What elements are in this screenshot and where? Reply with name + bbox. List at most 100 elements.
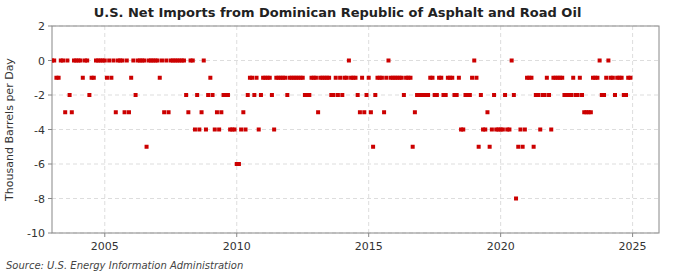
point (613, 93, 617, 97)
point (334, 76, 338, 80)
point (345, 76, 349, 80)
point (474, 76, 478, 80)
point (521, 145, 525, 149)
y-tick-label: -4 (34, 124, 45, 137)
point (338, 76, 342, 80)
x-tick (368, 233, 369, 237)
point (507, 128, 511, 132)
point (127, 110, 131, 114)
point (373, 93, 377, 97)
point (523, 128, 527, 132)
point (191, 59, 195, 63)
y-tick (48, 26, 52, 27)
point (65, 59, 69, 63)
point (512, 93, 516, 97)
y-tick-label: 2 (38, 20, 45, 33)
point (483, 128, 487, 132)
point (226, 93, 230, 97)
point (516, 145, 520, 149)
point (430, 76, 434, 80)
point (371, 145, 375, 149)
y-grid-line (52, 164, 659, 165)
point (624, 93, 628, 97)
point (233, 128, 237, 132)
point (340, 93, 344, 97)
point (332, 93, 336, 97)
point (529, 76, 533, 80)
point (283, 76, 287, 80)
point (470, 76, 474, 80)
point (457, 76, 461, 80)
x-tick-label: 2020 (487, 240, 515, 253)
point (57, 76, 61, 80)
grid (52, 26, 659, 233)
point (211, 93, 215, 97)
point (316, 110, 320, 114)
point (61, 59, 65, 63)
x-grid-line (104, 26, 105, 233)
point (186, 110, 190, 114)
point (63, 110, 67, 114)
y-tick (48, 95, 52, 96)
point (52, 59, 56, 63)
point (208, 76, 212, 80)
point (250, 76, 254, 80)
point (270, 93, 274, 97)
point (167, 110, 171, 114)
point (408, 76, 412, 80)
point (602, 93, 606, 97)
y-tick (48, 233, 52, 234)
point (354, 76, 358, 80)
plot-frame (52, 26, 659, 233)
point (285, 93, 289, 97)
point (244, 128, 248, 132)
x-tick-label: 2025 (619, 240, 647, 253)
point (103, 59, 107, 63)
point (468, 93, 472, 97)
point (257, 128, 261, 132)
point (241, 110, 245, 114)
point (488, 145, 492, 149)
point (107, 59, 111, 63)
points (52, 59, 632, 201)
point (435, 93, 439, 97)
point (202, 59, 206, 63)
point (200, 110, 204, 114)
point (450, 76, 454, 80)
point (589, 110, 593, 114)
point (255, 76, 259, 80)
point (123, 110, 127, 114)
point (327, 76, 331, 80)
point (197, 128, 201, 132)
point (360, 76, 364, 80)
point (580, 93, 584, 97)
point (569, 93, 573, 97)
point (536, 93, 540, 97)
y-tick-label: -2 (34, 89, 45, 102)
point (382, 110, 386, 114)
point (549, 128, 553, 132)
point (628, 76, 632, 80)
point (131, 59, 135, 63)
y-tick-label: 0 (38, 55, 45, 68)
point (239, 128, 243, 132)
point (156, 59, 160, 63)
point (492, 93, 496, 97)
x-tick-label: 2005 (91, 240, 119, 253)
point (479, 93, 483, 97)
point (369, 110, 373, 114)
point (125, 59, 129, 63)
x-tick (500, 233, 501, 237)
point (142, 59, 146, 63)
y-tick-label: -10 (27, 227, 45, 240)
point (219, 110, 223, 114)
point (380, 76, 384, 80)
point (386, 59, 390, 63)
point (252, 93, 256, 97)
title: U.S. Net Imports from Dominican Republic… (94, 5, 582, 20)
point (444, 93, 448, 97)
point (356, 93, 360, 97)
point (87, 93, 91, 97)
point (367, 76, 371, 80)
y-tick (48, 60, 52, 61)
